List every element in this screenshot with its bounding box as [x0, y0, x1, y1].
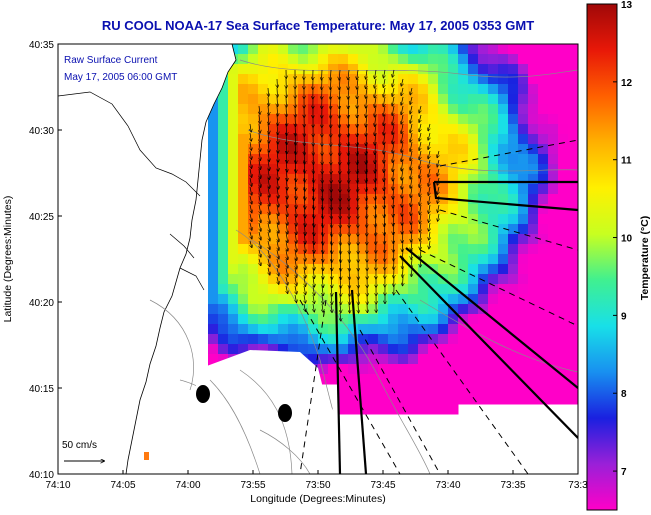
x-tick-label: 74:05 [110, 480, 135, 491]
y-axis-label: Latitude (Degrees:Minutes) [2, 196, 14, 323]
y-tick-label: 40:15 [29, 384, 54, 395]
x-tick-label: 73:50 [305, 480, 330, 491]
boundary-dashed [299, 139, 578, 474]
x-tick-label: 74:10 [45, 480, 70, 491]
colorbar-tick-label: 7 [621, 467, 627, 478]
x-axis-ticks: 74:10 74:05 74:00 73:55 73:50 73:45 73:40 73:35… [45, 470, 588, 491]
x-tick-label: 73:40 [435, 480, 460, 491]
colorbar-ticks: 13 12 11 10 9 8 7 [613, 0, 633, 478]
y-tick-label: 40:35 [29, 40, 54, 51]
x-tick-label: 73:45 [370, 480, 395, 491]
shipping-lanes [334, 180, 578, 474]
coastline-detail [58, 91, 205, 291]
colorbar [586, 3, 618, 511]
y-tick-label: 40:10 [29, 470, 54, 481]
colorbar-tick-label: 11 [621, 156, 632, 167]
island-marker [278, 404, 292, 422]
y-tick-label: 40:25 [29, 212, 54, 223]
map-area [58, 44, 578, 474]
colorbar-tick-label: 13 [621, 0, 633, 11]
chart-title: RU COOL NOAA-17 Sea Surface Temperature:… [101, 18, 535, 33]
colorbar-tick-label: 10 [621, 234, 633, 245]
current-vectors [250, 69, 439, 321]
x-tick-label: 73:55 [240, 480, 265, 491]
colorbar-tick-label: 12 [621, 78, 633, 89]
colorbar-label: Temperature (°C) [639, 216, 651, 301]
bathymetry-south [209, 369, 311, 474]
y-axis-ticks: 40:35 40:30 40:25 40:20 40:15 40:10 [29, 40, 62, 481]
y-tick-label: 40:20 [29, 298, 54, 309]
island-marker [196, 385, 210, 403]
x-tick-label: 73:35 [500, 480, 525, 491]
x-axis-label: Longitude (Degrees:Minutes) [250, 493, 385, 505]
y-tick-label: 40:30 [29, 126, 54, 137]
current-date-label: May 17, 2005 06:00 GMT [64, 72, 177, 83]
scale-label: 50 cm/s [62, 440, 97, 451]
colorbar-tick-label: 9 [621, 311, 627, 322]
x-tick-label: 74:00 [175, 480, 200, 491]
current-label: Raw Surface Current [64, 55, 158, 66]
x-tick-label: 73:3 [568, 480, 588, 491]
colorbar-tick-label: 8 [621, 389, 627, 400]
